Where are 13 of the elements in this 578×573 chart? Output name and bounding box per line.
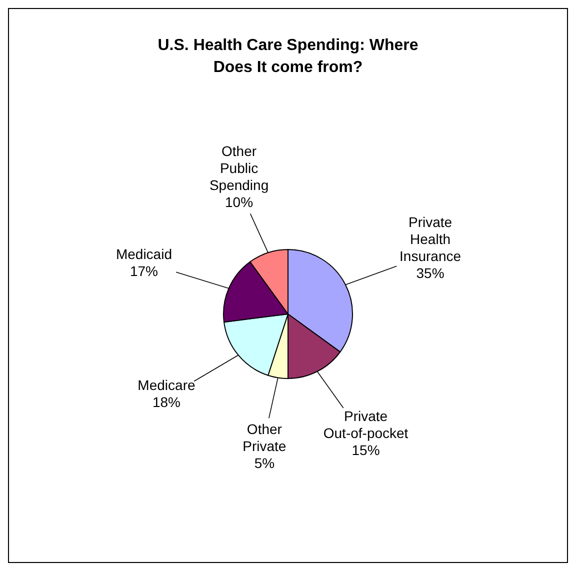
slice-label: Medicaid bbox=[116, 246, 172, 262]
data-label: 5% bbox=[254, 455, 275, 472]
data-label: 18% bbox=[152, 394, 180, 410]
data-label: 17% bbox=[130, 263, 158, 280]
data-label: 10% bbox=[225, 194, 254, 210]
data-label: 35% bbox=[416, 265, 444, 282]
slice-label: Other Private bbox=[242, 421, 286, 454]
slice-label: Private Health Insurance bbox=[400, 214, 462, 264]
slice-label: Other Public Spending bbox=[209, 142, 269, 193]
slice-label: Medicare bbox=[138, 376, 196, 393]
chart-title: U.S. Health Care Spending: Where Does It come from? bbox=[156, 36, 420, 78]
data-label: 15% bbox=[352, 442, 380, 458]
slice-label: Private Out-of-pocket bbox=[323, 408, 408, 442]
